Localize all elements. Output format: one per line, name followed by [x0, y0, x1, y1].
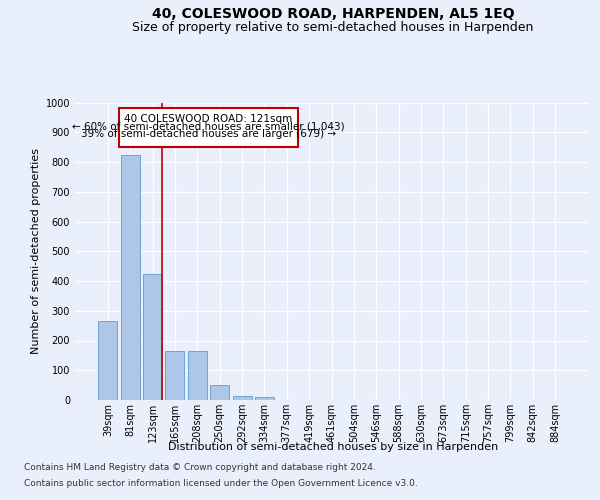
Bar: [98, 321, 118, 400]
Text: 39% of semi-detached houses are larger (679) →: 39% of semi-detached houses are larger (…: [81, 130, 336, 140]
Bar: [233, 396, 251, 400]
Text: Contains public sector information licensed under the Open Government Licence v3: Contains public sector information licen…: [24, 478, 418, 488]
Bar: [210, 385, 229, 400]
Text: 40, COLESWOOD ROAD, HARPENDEN, AL5 1EQ: 40, COLESWOOD ROAD, HARPENDEN, AL5 1EQ: [152, 8, 514, 22]
Text: Distribution of semi-detached houses by size in Harpenden: Distribution of semi-detached houses by …: [168, 442, 498, 452]
Text: 40 COLESWOOD ROAD: 121sqm: 40 COLESWOOD ROAD: 121sqm: [124, 114, 293, 124]
FancyBboxPatch shape: [119, 108, 298, 147]
Text: Contains HM Land Registry data © Crown copyright and database right 2024.: Contains HM Land Registry data © Crown c…: [24, 464, 376, 472]
Text: ← 60% of semi-detached houses are smaller (1,043): ← 60% of semi-detached houses are smalle…: [72, 122, 345, 132]
Text: Size of property relative to semi-detached houses in Harpenden: Size of property relative to semi-detach…: [133, 21, 533, 34]
Bar: [255, 397, 274, 400]
Bar: [166, 351, 184, 400]
Bar: [143, 274, 162, 400]
Bar: [188, 351, 207, 400]
Bar: [121, 154, 140, 400]
Y-axis label: Number of semi-detached properties: Number of semi-detached properties: [31, 148, 41, 354]
